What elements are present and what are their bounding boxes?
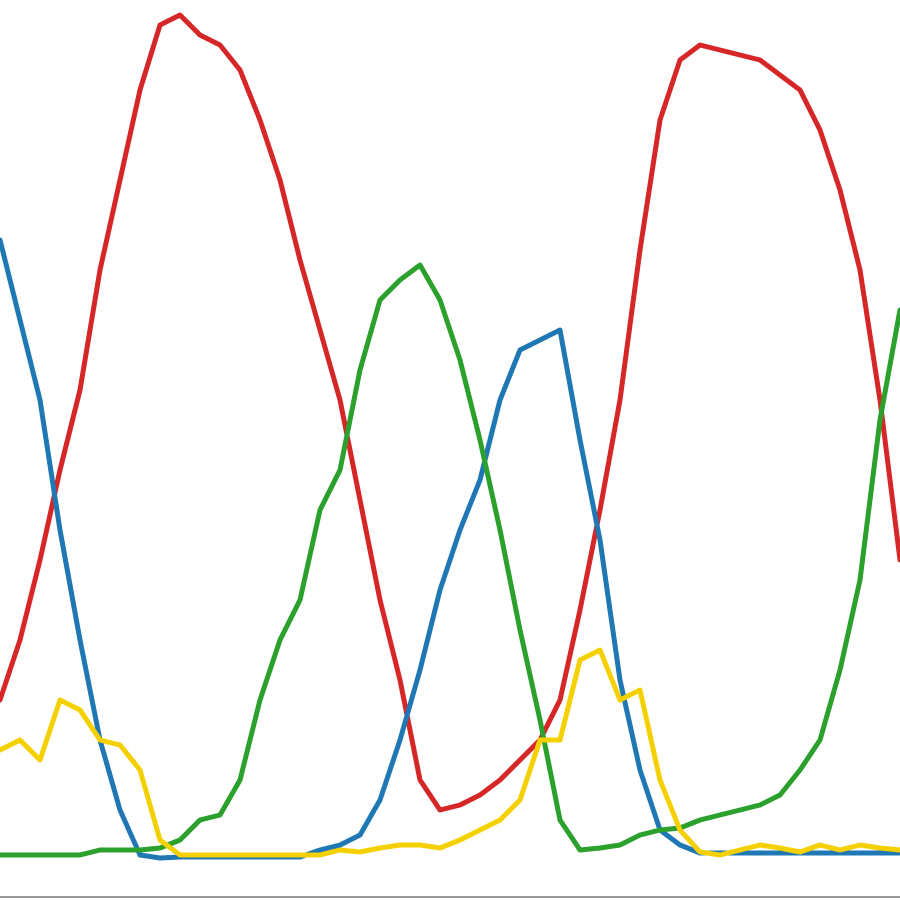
- line: [0, 237, 900, 861]
- line: [0, 12, 900, 813]
- line: [0, 262, 900, 858]
- line: [0, 647, 900, 858]
